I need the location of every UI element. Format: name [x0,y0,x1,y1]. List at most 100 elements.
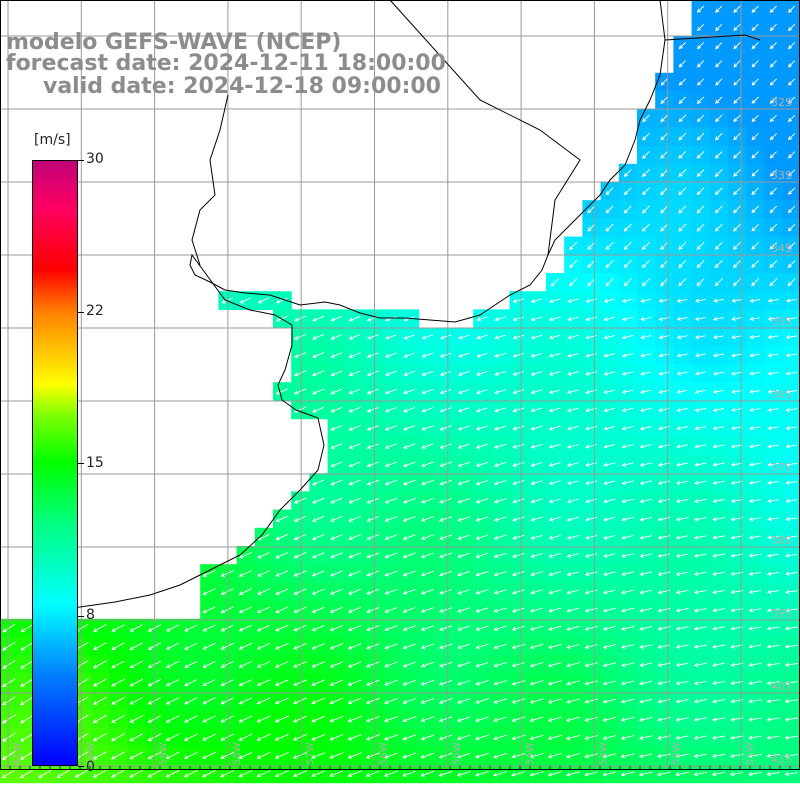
wind-arrow [620,662,635,668]
wind-arrow [530,443,543,449]
wind-arrow [512,371,525,376]
wind-arrow [623,205,632,214]
wind-arrow [403,407,416,413]
wind-arrow [165,624,180,632]
wind-arrow [785,316,797,321]
wind-arrow [767,353,779,358]
wind-arrow [693,735,707,740]
wind-arrow [93,642,107,651]
wind-arrow [785,498,798,503]
wind-arrow [676,335,688,340]
wind-arrow [329,661,344,668]
wind-arrow [751,260,760,268]
wind-arrow [769,242,778,250]
wind-arrow [512,298,525,304]
wind-arrow [384,625,398,632]
wind-arrow [694,371,706,376]
wind-arrow [256,606,271,614]
wind-arrow [569,259,578,269]
wind-arrow [748,480,761,485]
wind-arrow [785,371,797,376]
wind-arrow [714,205,723,214]
wind-arrow [511,752,526,759]
wind-arrow [420,588,434,595]
wind-arrow [530,407,543,413]
wind-arrow [493,480,507,486]
wind-arrow [475,589,489,595]
wind-arrow [602,771,617,777]
wind-arrow [274,715,289,723]
wind-arrow [660,78,668,86]
wind-arrow [714,260,723,269]
wind-arrow [603,334,616,340]
wind-arrow [766,680,780,686]
wind-arrow [623,223,632,232]
wind-arrow [274,661,289,668]
wind-arrow [678,241,687,250]
wind-arrow [330,534,343,541]
wind-arrow [569,241,578,250]
wind-arrow [403,370,415,376]
wind-arrow [787,205,796,214]
wind-arrow [787,5,796,13]
wind-arrow [439,498,452,504]
wind-arrow [751,278,760,287]
wind-arrow [785,389,797,394]
wind-arrow [348,443,361,449]
wind-arrow [420,752,435,759]
wind-arrow [656,771,671,777]
wind-arrow [748,699,762,704]
wind-arrow [711,735,726,740]
valid-date: valid date: 2024-12-18 09:00:00 [43,74,441,99]
wind-arrow [275,588,289,595]
wind-arrow [329,734,344,741]
wind-arrow [714,187,723,196]
wind-arrow [275,624,289,632]
wind-arrow [785,407,797,412]
wind-arrow [457,534,471,540]
wind-arrow [621,462,634,467]
wind-arrow [439,443,452,449]
wind-arrow [439,516,453,522]
wind-arrow [256,733,271,741]
wind-arrow [715,114,723,123]
wind-arrow [201,769,216,778]
wind-arrow [696,114,705,123]
wind-arrow [493,589,507,595]
lat-lon-grid [0,0,800,770]
wind-arrow [366,625,380,632]
wind-arrow [733,23,741,32]
wind-arrow [566,644,580,650]
wind-arrow [769,223,778,232]
wind-arrow [92,751,107,760]
wind-arrow [676,298,688,303]
wind-arrow [56,769,71,778]
wind-arrow [475,716,489,723]
wind-arrow [238,570,252,577]
wind-arrow [529,643,544,650]
wind-arrow [675,626,689,631]
wind-arrow [749,444,761,449]
wind-arrow [475,643,489,650]
wind-arrow [165,697,180,705]
colorbar-tickmark [78,463,84,464]
wind-arrow [476,370,488,376]
wind-arrow [257,297,270,304]
wind-arrow [714,132,723,141]
wind-arrow [202,715,216,723]
wind-arrow [292,697,307,705]
wind-arrow [403,352,415,358]
wind-arrow [565,716,580,722]
wind-arrow [602,625,616,631]
wind-arrow [712,571,725,576]
wind-arrow [129,678,144,687]
wind-arrow [20,732,34,742]
wind-arrow [787,114,796,123]
wind-arrow [420,679,434,686]
wind-arrow [111,624,125,632]
wind-arrow [603,407,616,413]
wind-arrow [129,769,144,778]
wind-arrow [402,497,416,504]
wind-arrow [493,625,507,631]
wind-arrow [751,42,759,50]
